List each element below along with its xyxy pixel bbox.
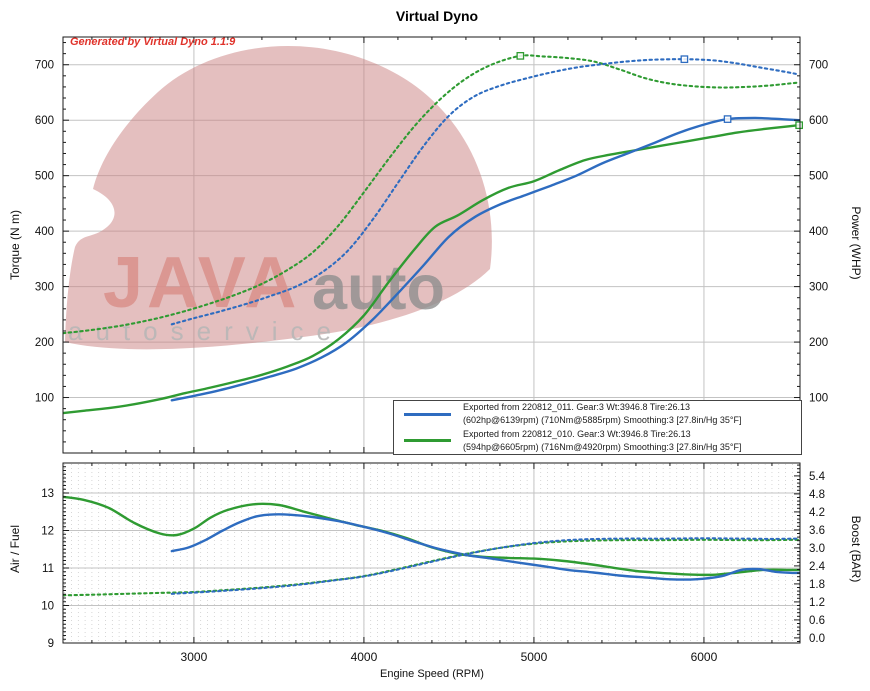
afr-axis-label: Air / Fuel	[8, 524, 22, 574]
legend-line-swatch-green	[404, 439, 451, 443]
y-tick-label-left: 400	[35, 226, 54, 238]
engine-speed-axis-label: Engine Speed (RPM)	[380, 668, 484, 680]
y-tick-label-right: 0.6	[809, 615, 825, 627]
y-tick-label-left: 9	[48, 638, 54, 650]
y-tick-label-right: 3.0	[809, 543, 825, 555]
y-tick-label-right: 100	[809, 393, 828, 405]
legend-entry-green: Exported from 220812_010. Gear:3 Wt:3946…	[394, 428, 801, 455]
y-tick-label-right: 400	[809, 226, 828, 238]
y-tick-label-right: 1.8	[809, 579, 825, 591]
y-tick-label-right: 500	[809, 171, 828, 183]
y-tick-label-left: 11	[42, 563, 54, 575]
legend-text-line: Exported from 220812_010. Gear:3 Wt:3946…	[463, 428, 691, 439]
y-tick-label-left: 200	[35, 337, 54, 349]
curve-power-blue	[170, 116, 800, 402]
y-tick-label-right: 700	[809, 60, 828, 72]
watermark-subtitle-text: autoservice	[68, 316, 344, 346]
curve-afr-blue	[170, 513, 800, 581]
peak-marker	[723, 115, 732, 123]
x-tick-label: 5000	[521, 650, 548, 664]
power-axis-label: Power (WHP)	[849, 206, 863, 280]
watermark-brand-text: JAVA	[103, 243, 300, 323]
peak-marker	[795, 121, 803, 130]
legend: Exported from 220812_011. Gear:3 Wt:3946…	[393, 400, 802, 455]
y-tick-label-left: 12	[41, 526, 54, 538]
y-tick-label-left: 500	[35, 171, 54, 183]
legend-text-line: (594hp@6605rpm) (716Nm@4920rpm) Smoothin…	[463, 441, 742, 452]
page-title: Virtual Dyno	[395, 8, 479, 24]
y-tick-label-left: 600	[35, 115, 54, 127]
y-tick-label-left: 700	[35, 60, 54, 72]
peak-marker	[516, 52, 525, 60]
legend-text-line: Exported from 220812_011. Gear:3 Wt:3946…	[463, 402, 690, 413]
y-tick-label-right: 4.2	[809, 507, 825, 519]
y-tick-label-right: 2.4	[809, 561, 826, 573]
y-tick-label-right: 5.4	[809, 471, 826, 483]
y-tick-label-left: 10	[41, 601, 54, 613]
legend-text-line: (602hp@6139rpm) (710Nm@5885rpm) Smoothin…	[463, 415, 742, 426]
boost-axis-label: Boost (BAR)	[849, 515, 863, 583]
curve-torque-green	[63, 54, 800, 335]
generated-by-note: Generated by Virtual Dyno 1.1.9	[70, 36, 236, 48]
x-tick-label: 6000	[691, 650, 718, 664]
curve-power-green	[63, 124, 800, 415]
y-tick-label-right: 0.0	[809, 633, 825, 645]
legend-line-swatch-blue	[404, 412, 451, 416]
y-tick-label-left: 100	[35, 393, 54, 405]
torque-axis-label: Torque (N m)	[8, 209, 22, 281]
y-tick-label-right: 600	[809, 115, 828, 127]
y-tick-label-left: 300	[35, 282, 54, 294]
y-tick-label-right: 3.6	[809, 525, 825, 537]
curve-boost-blue	[170, 537, 800, 595]
y-tick-label-left: 13	[41, 488, 54, 500]
legend-entry-blue: Exported from 220812_011. Gear:3 Wt:3946…	[394, 401, 801, 428]
y-tick-label-right: 4.8	[809, 489, 825, 501]
x-tick-label: 3000	[181, 650, 208, 664]
peak-marker	[680, 55, 689, 64]
y-tick-label-right: 300	[809, 282, 828, 294]
watermark-logo	[65, 46, 492, 350]
curve-torque-blue	[170, 58, 800, 326]
y-tick-label-right: 200	[809, 337, 828, 349]
y-tick-label-right: 1.2	[809, 597, 825, 609]
x-tick-label: 4000	[351, 650, 378, 664]
